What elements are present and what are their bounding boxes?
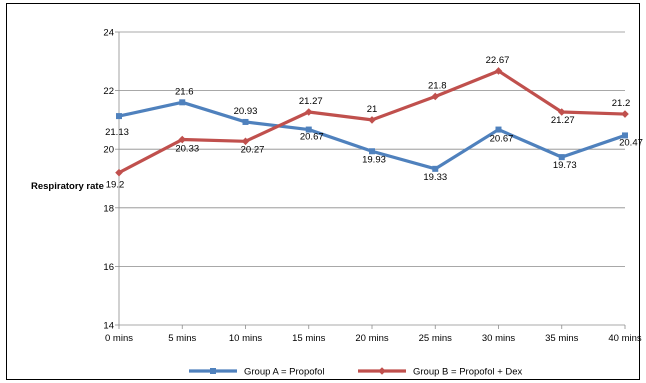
data-point (179, 99, 186, 106)
data-point (368, 116, 376, 124)
data-point (622, 132, 628, 139)
data-label: 21 (367, 104, 378, 115)
data-point (431, 92, 440, 101)
y-tick-label: 24 (103, 28, 114, 39)
legend-label-group-a: Group A = Propofol (244, 367, 325, 378)
data-label: 22.67 (486, 55, 510, 66)
data-label: 21.27 (551, 115, 575, 126)
data-point (621, 110, 629, 118)
x-tick-label: 25 mins (419, 333, 453, 344)
data-point (305, 126, 312, 133)
data-label: 20.27 (241, 144, 265, 155)
x-tick-label: 20 mins (355, 333, 389, 344)
y-tick-label: 18 (103, 203, 114, 214)
y-tick-label: 14 (103, 321, 114, 332)
x-tick-label: 5 mins (168, 333, 196, 344)
x-tick-label: 15 mins (292, 333, 326, 344)
data-point (557, 108, 566, 116)
y-axis-title: Respiratory rate (31, 181, 104, 192)
data-label: 21.13 (105, 127, 129, 138)
data-label: 21.27 (299, 96, 323, 107)
data-label: 19.2 (106, 180, 125, 191)
data-label: 20.33 (175, 144, 199, 155)
chart-frame (6, 3, 640, 380)
data-point (242, 118, 249, 125)
data-point (494, 67, 503, 75)
y-tick-label: 22 (103, 86, 114, 97)
legend-label-group-b: Group B = Propofol + Dex (413, 367, 523, 378)
legend-marker (210, 368, 216, 374)
data-label: 21.2 (612, 98, 631, 109)
data-label: 21.6 (175, 86, 194, 97)
data-point (241, 137, 250, 146)
data-label: 19.73 (553, 160, 577, 171)
data-label: 20.47 (619, 137, 643, 148)
data-point (116, 113, 122, 120)
legend-marker (378, 367, 386, 375)
data-point (558, 154, 565, 161)
data-label: 21.8 (428, 80, 447, 91)
x-tick-label: 30 mins (482, 333, 516, 344)
data-point (304, 108, 313, 116)
data-label: 20.93 (234, 106, 258, 117)
data-point (495, 126, 502, 133)
data-label: 20.67 (490, 134, 514, 145)
x-tick-label: 40 mins (608, 333, 642, 344)
x-tick-label: 35 mins (545, 333, 579, 344)
x-tick-label: 10 mins (229, 333, 263, 344)
data-label: 19.93 (362, 154, 386, 165)
y-tick-label: 16 (103, 262, 114, 273)
data-label: 20.67 (300, 132, 324, 143)
x-tick-label: 0 mins (105, 333, 133, 344)
data-point (115, 168, 123, 177)
y-tick-label: 20 (103, 145, 114, 156)
data-point (369, 148, 375, 155)
data-label: 19.33 (423, 172, 447, 183)
data-point (432, 165, 439, 172)
data-point (178, 135, 187, 144)
